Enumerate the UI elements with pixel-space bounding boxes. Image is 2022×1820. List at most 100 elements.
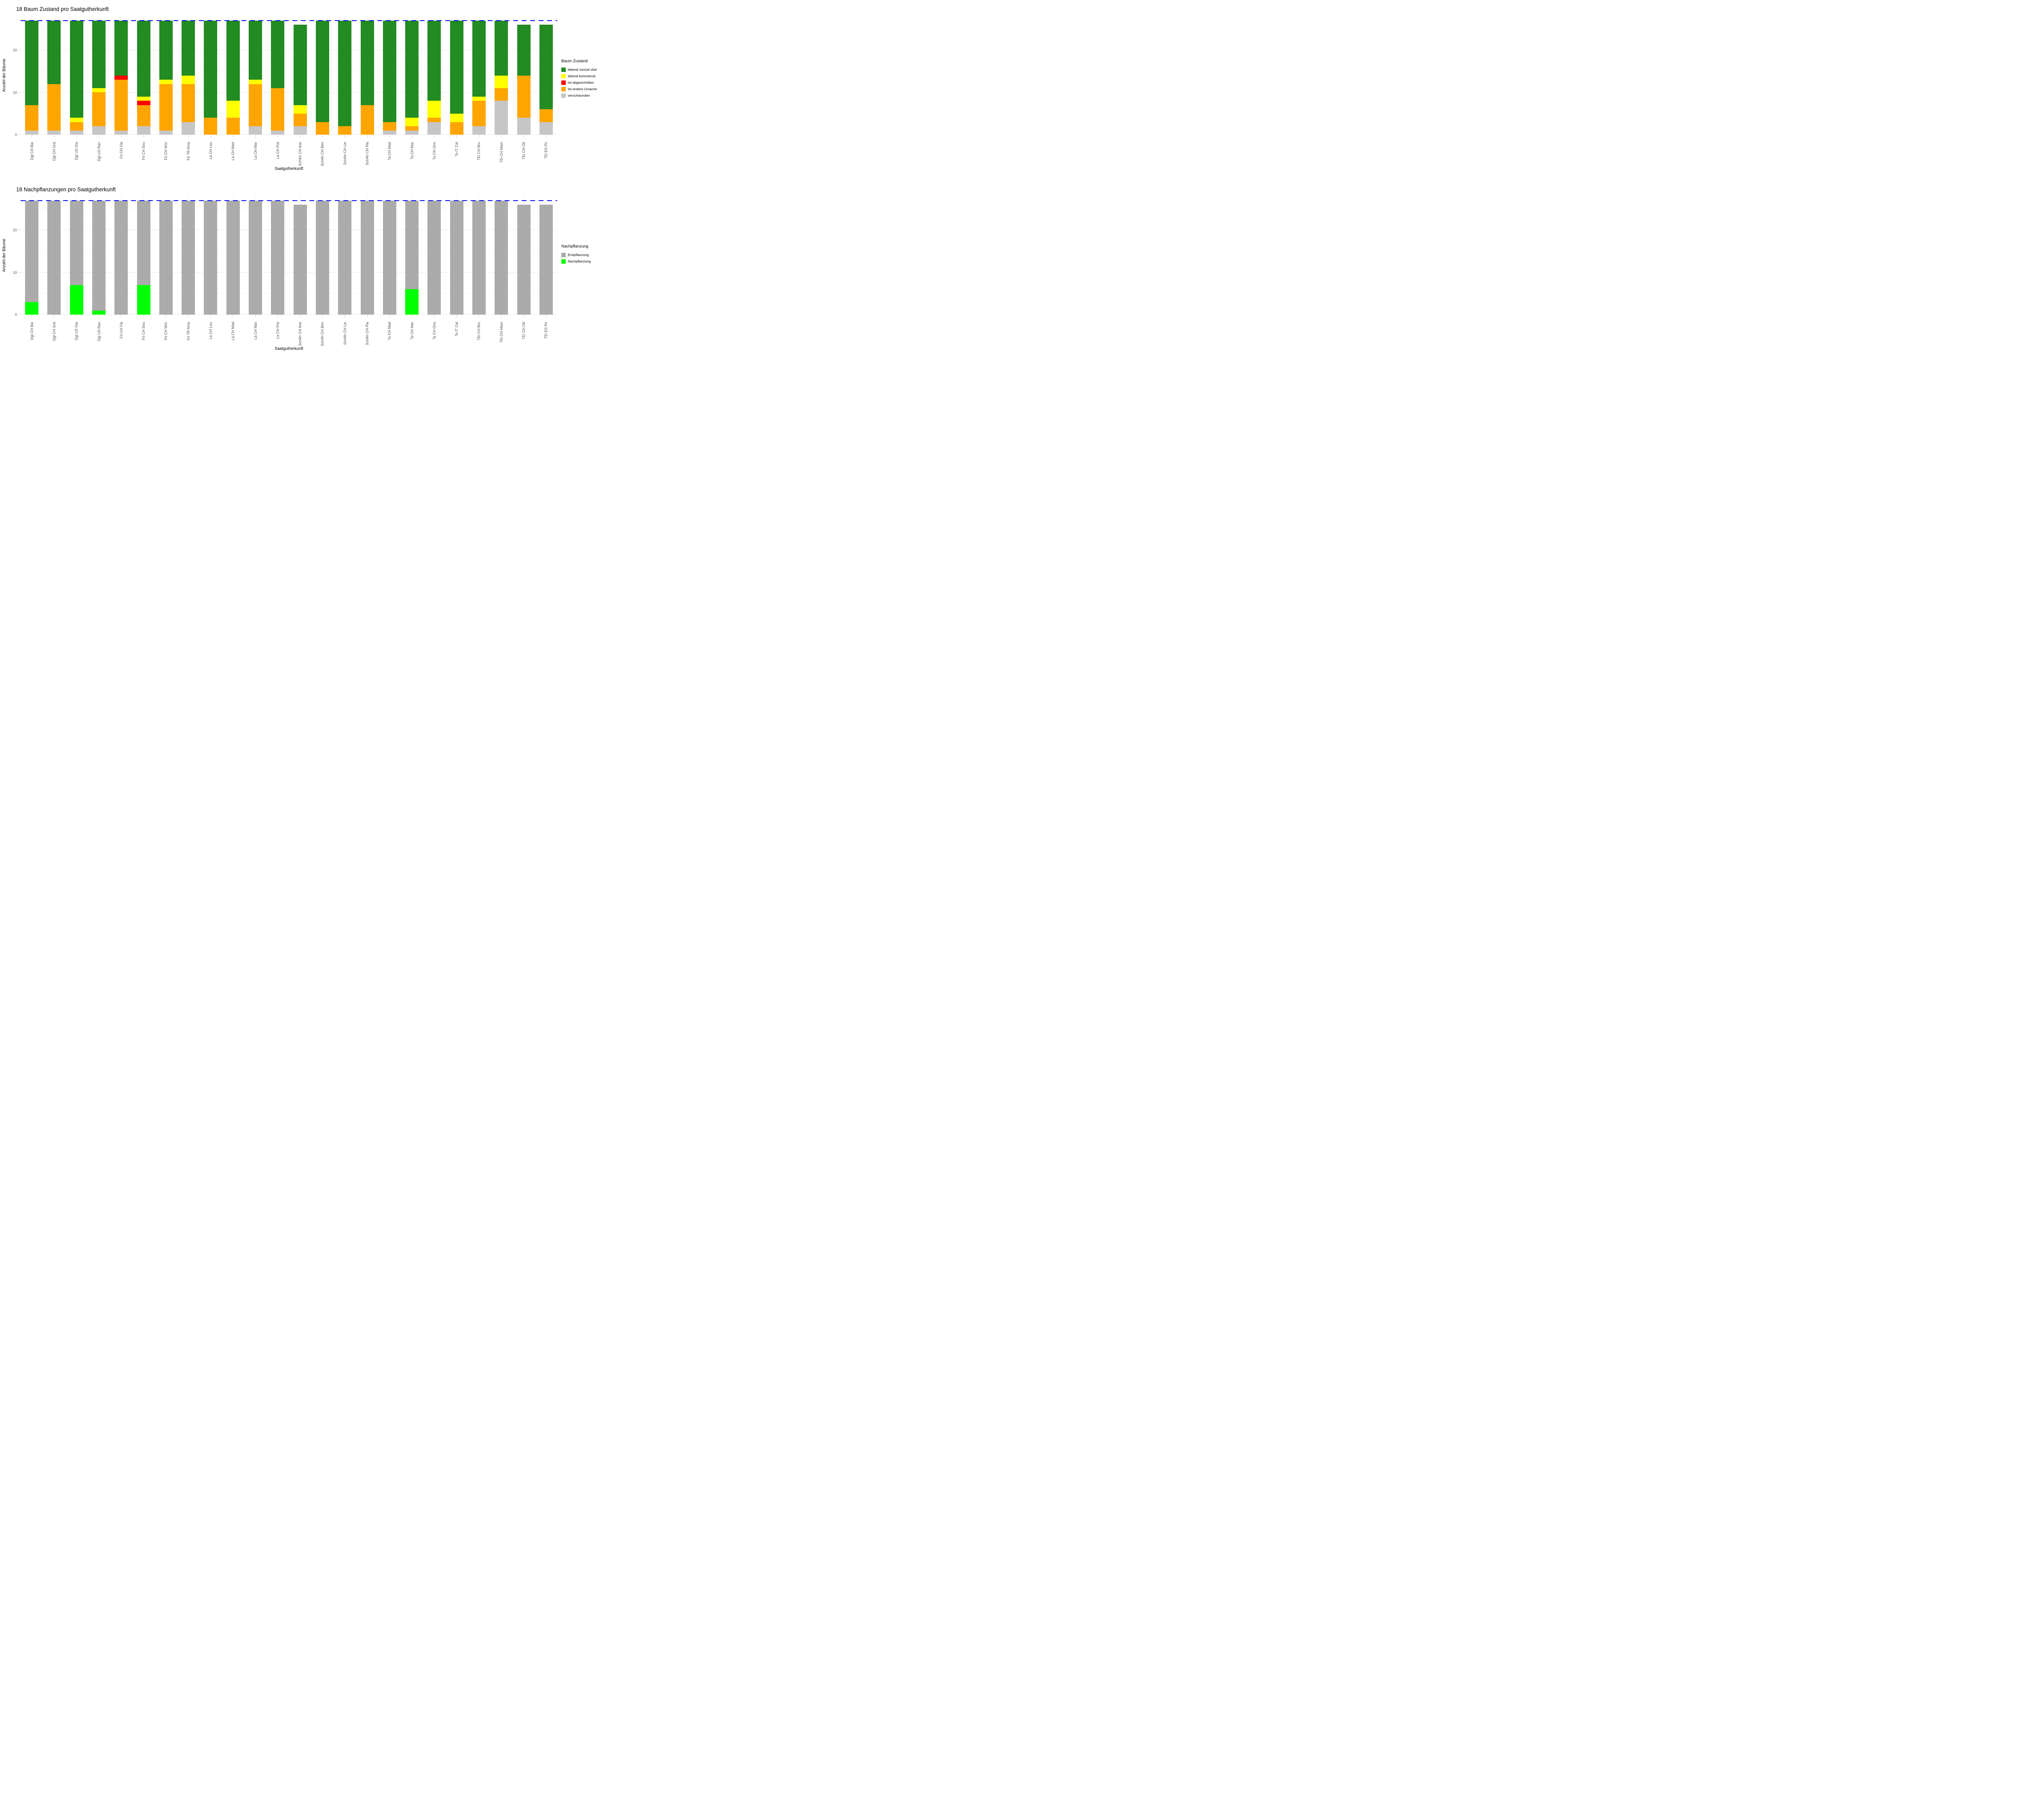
bar-segment	[383, 131, 396, 135]
bar-segment	[137, 126, 150, 135]
bar-segment	[427, 201, 441, 315]
x-label-cell: TEi CH Olt	[512, 322, 535, 339]
x-label-cell: Ta CH Mad	[379, 322, 401, 340]
bar-segment	[182, 76, 195, 84]
bar-segment	[204, 21, 218, 118]
x-label-cell: TEi CH Bru	[468, 322, 490, 341]
chart-title: 18 Baum Zustand pro Saatgutherkunft	[16, 6, 109, 12]
bar-TEi CH Olt	[512, 205, 535, 315]
bar-segment	[182, 122, 195, 135]
bar-segment	[360, 201, 374, 315]
x-category-labels: Dgl CH Bie Dgl CH Grä Dgl US Gla Dgl US Ran…	[21, 322, 557, 361]
bar-segment	[293, 126, 307, 135]
bar-segment	[383, 21, 396, 122]
x-tick-marks	[21, 135, 557, 138]
x-tick	[210, 315, 211, 318]
bar-segment	[70, 118, 83, 122]
bar-segment	[70, 201, 83, 285]
x-label-cell: Dgl US Gla	[66, 322, 88, 340]
y-tick	[18, 92, 21, 93]
bar-segment	[539, 109, 553, 122]
bar-Dgl US Ran	[88, 21, 110, 135]
x-category-label: TEi CH Olt	[522, 322, 526, 340]
bar-SchAh CH Lie	[334, 201, 356, 315]
legend-swatch	[561, 87, 566, 91]
x-category-label: Lä CH Leu	[208, 322, 213, 340]
legend-title: Nachpflanzung	[561, 244, 588, 249]
x-label-cell: Dgl CH Grä	[43, 322, 65, 341]
bar-segment	[249, 84, 262, 126]
bar-segment	[539, 25, 553, 109]
bar-segment	[226, 101, 240, 118]
bar-segment	[271, 201, 285, 315]
bar-segment	[472, 21, 486, 97]
x-tick	[367, 135, 368, 138]
plot-panel	[21, 196, 557, 315]
bar-segment	[472, 201, 486, 315]
bar-segment	[25, 105, 39, 131]
x-tick	[255, 315, 256, 318]
bar-TEi CH Olt	[512, 25, 535, 135]
bar-Ta CH Mad	[379, 201, 401, 315]
bar-SchAh CH Lie	[334, 21, 356, 135]
bar-segment	[405, 118, 419, 126]
bar-Dgl CH Grä	[43, 201, 65, 315]
bar-SchAh CH Pla	[356, 21, 378, 135]
x-label-cell: SchAh CH Lie	[334, 322, 356, 345]
bar-Lä CH Leu	[199, 201, 222, 315]
bar-segment	[25, 201, 39, 302]
bar-Dgl CH Grä	[43, 21, 65, 135]
bar-Lä CH Mar	[244, 201, 266, 315]
x-tick	[76, 315, 77, 318]
legend-item: tot abgeschnitten	[561, 79, 606, 86]
x-category-label: Lä CH Mad	[231, 322, 235, 341]
bar-segment	[114, 201, 128, 315]
bar-TEi CH Mam	[490, 201, 512, 315]
bar-segment	[450, 114, 463, 122]
legend-title: Baum Zustand	[561, 59, 588, 63]
bar-segment	[25, 131, 39, 135]
bar-Fö TR Ama	[177, 21, 199, 135]
x-label-cell: Fö CH Wür	[155, 322, 177, 340]
bar-segment	[450, 201, 463, 315]
y-tick-label: 20	[13, 48, 17, 52]
bar-segment	[159, 201, 173, 315]
x-label-cell: Fö TR Ama	[177, 322, 199, 340]
x-label-cell: Ta CH Ons	[423, 322, 445, 340]
bar-segment	[137, 201, 150, 285]
y-tick-labels: 0 10 20	[0, 16, 18, 137]
bar-Ta IT Cal	[446, 21, 468, 135]
y-tick-label: 20	[13, 228, 17, 232]
x-label-cell: Lä CH Prä	[266, 322, 289, 339]
bar-SchAh CH Bev	[311, 21, 334, 135]
bar-segment	[360, 105, 374, 135]
y-tick-marks	[18, 16, 21, 135]
x-category-label: Dgl US Gla	[74, 322, 79, 341]
bar-segment	[495, 88, 508, 101]
bar-segment	[92, 201, 106, 311]
y-tick-label: 10	[13, 270, 17, 275]
bar-TEi ES Pir	[535, 205, 557, 315]
y-tick-label: 10	[13, 90, 17, 95]
bar-segment	[159, 80, 173, 84]
x-label-cell: Ta CH Mar	[401, 322, 423, 339]
bar-Ta CH Mar	[401, 21, 423, 135]
legend-label: lebend kümmernd	[568, 74, 596, 78]
bar-Ta CH Ons	[423, 21, 445, 135]
bar-segment	[271, 21, 285, 88]
bar-segment	[427, 122, 441, 135]
bar-Lä CH Prä	[266, 21, 289, 135]
bar-segment	[338, 21, 352, 126]
bar-segment	[204, 118, 218, 135]
x-label-cell: SchAh CH Bev	[311, 322, 334, 346]
x-tick	[389, 315, 390, 318]
bar-segment	[92, 311, 106, 315]
bar-segment	[137, 101, 150, 105]
x-category-label: Ta CH Ons	[432, 322, 436, 340]
x-category-label: Dgl CH Grä	[52, 322, 56, 341]
x-label-cell: TEi CH Mam	[490, 322, 512, 343]
bar-Lä CH Mad	[222, 21, 244, 135]
bar-segment	[137, 285, 150, 315]
bar-Lä CH Mad	[222, 201, 244, 315]
bar-segment	[182, 201, 195, 315]
